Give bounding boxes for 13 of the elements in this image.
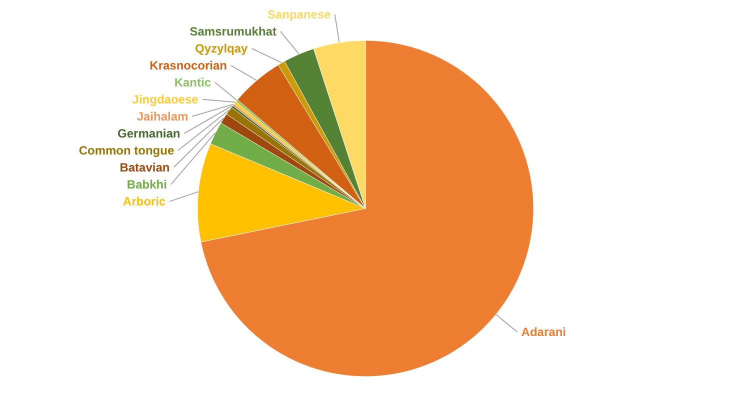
slice-label: Kantic bbox=[174, 75, 212, 90]
slice-label: Jingdaoese bbox=[132, 92, 199, 106]
slice-label: Krasnocorian bbox=[150, 58, 228, 72]
slice-label: Common tongue bbox=[78, 143, 174, 158]
slice-label: Sanpanese bbox=[267, 7, 332, 22]
slice-label: Germanian bbox=[118, 126, 180, 140]
slice-label: Jaihalam bbox=[136, 109, 188, 124]
slice-label: Babkhi bbox=[126, 177, 167, 192]
slice-label: Adarani bbox=[521, 324, 566, 339]
slice-label: Batavian bbox=[120, 160, 170, 174]
slice-label: Samsrumukhat bbox=[190, 24, 276, 38]
slice-label: Arboric bbox=[122, 194, 166, 208]
slice-label: Qyzylqay bbox=[195, 41, 248, 56]
